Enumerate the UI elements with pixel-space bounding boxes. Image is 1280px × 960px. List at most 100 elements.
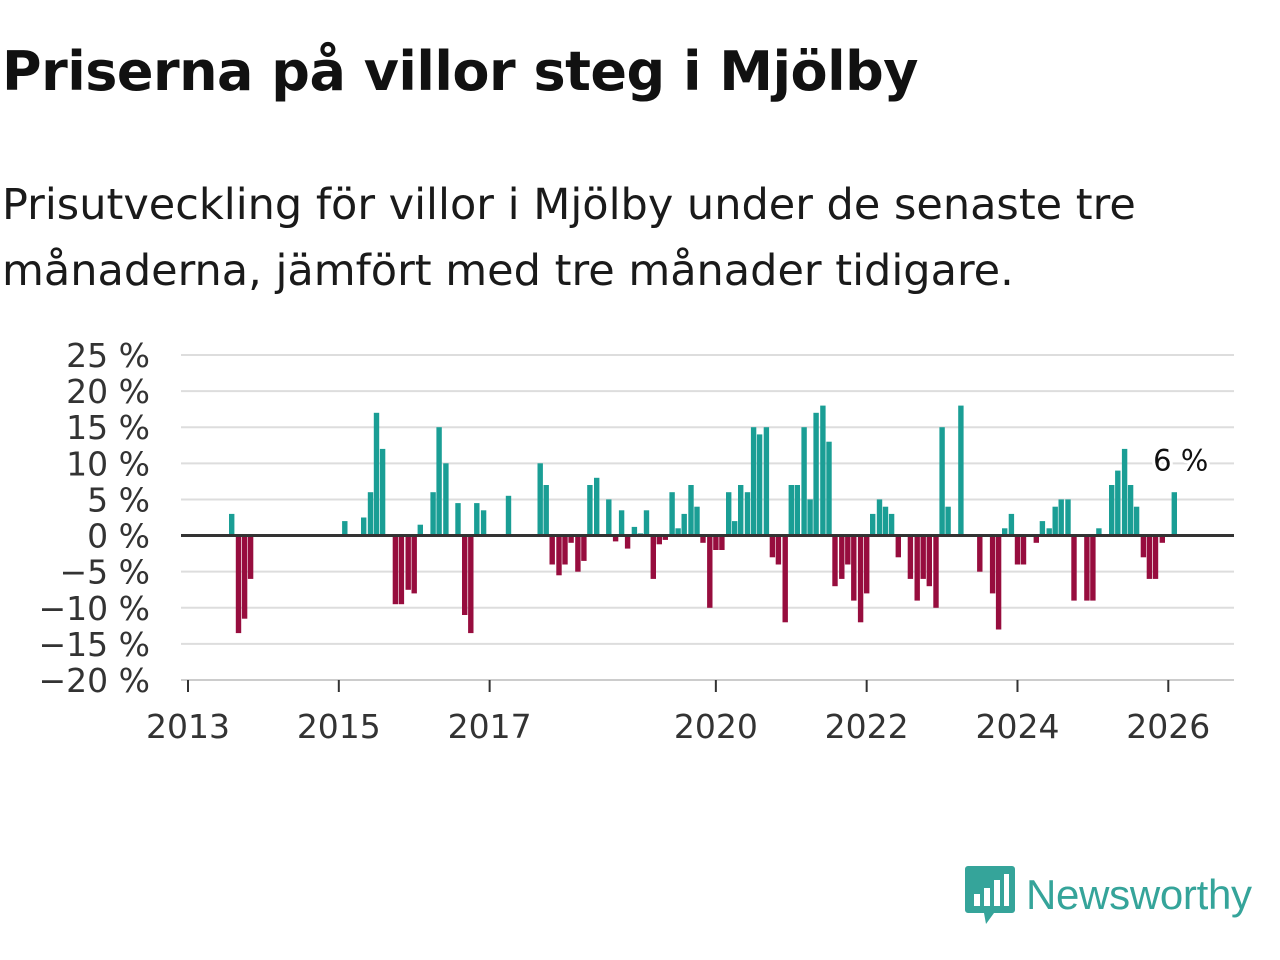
y-tick-label: −20 % xyxy=(39,661,151,700)
bar xyxy=(813,412,819,536)
bar xyxy=(1052,506,1058,536)
bar xyxy=(732,521,738,536)
bar xyxy=(587,485,593,536)
bar xyxy=(606,499,612,536)
bar xyxy=(1084,535,1090,601)
y-tick-label: 10 % xyxy=(66,444,150,483)
bar xyxy=(1046,528,1052,536)
chart-title: Priserna på villor steg i Mjölby xyxy=(2,40,919,103)
bar xyxy=(468,535,474,634)
bar xyxy=(1115,470,1121,536)
bar xyxy=(726,492,732,536)
bar xyxy=(1171,492,1177,536)
bar xyxy=(568,535,574,543)
bar xyxy=(543,485,549,536)
bar xyxy=(907,535,914,579)
bar xyxy=(958,405,964,536)
x-tick-label: 2026 xyxy=(1126,707,1210,746)
bar xyxy=(826,441,832,536)
bar xyxy=(575,535,581,572)
y-tick-label: 20 % xyxy=(66,372,150,411)
bar xyxy=(857,535,864,623)
bar xyxy=(851,535,857,601)
bar xyxy=(939,427,945,536)
brand-name: Newsworthy xyxy=(1026,871,1252,918)
bar xyxy=(775,535,782,565)
bar xyxy=(675,528,681,536)
bar xyxy=(688,485,694,536)
y-tick-label: 25 % xyxy=(66,336,150,375)
bar xyxy=(1133,506,1140,536)
bar xyxy=(462,535,468,615)
bar xyxy=(624,535,631,549)
y-tick-label: −5 % xyxy=(60,553,151,592)
bar xyxy=(361,517,367,536)
bar xyxy=(820,405,826,536)
y-tick-label: 15 % xyxy=(66,408,150,447)
bar xyxy=(750,427,757,536)
bar xyxy=(832,535,838,587)
bar xyxy=(882,506,889,536)
bar xyxy=(744,492,751,536)
bar xyxy=(738,485,744,536)
bar xyxy=(430,492,436,536)
chart-subtitle: Prisutveckling för villor i Mjölby under… xyxy=(2,180,1136,296)
bar xyxy=(681,513,687,536)
y-tick-label: 5 % xyxy=(87,480,150,519)
bar xyxy=(1039,521,1046,536)
y-tick-label: 0 % xyxy=(87,517,150,556)
bar xyxy=(1058,499,1064,536)
bar xyxy=(405,535,411,590)
gridlines xyxy=(181,354,1234,681)
bar xyxy=(1033,535,1039,543)
bar xyxy=(229,513,235,536)
bar xyxy=(801,427,807,536)
x-tick-label: 2013 xyxy=(146,707,230,746)
bar xyxy=(995,535,1002,630)
bar-chart-speech-icon xyxy=(965,866,1015,924)
bar xyxy=(1159,535,1165,543)
bar xyxy=(1014,535,1021,565)
bar xyxy=(713,535,719,550)
bar xyxy=(549,535,555,565)
bar xyxy=(845,535,851,565)
bar xyxy=(920,535,926,579)
bar xyxy=(480,510,487,536)
bars xyxy=(229,405,1177,634)
bar xyxy=(1146,535,1153,579)
bar xyxy=(694,506,700,536)
bar xyxy=(443,463,449,536)
bar xyxy=(1152,535,1159,579)
x-tick-label: 2020 xyxy=(674,707,758,746)
bar xyxy=(1096,528,1102,536)
bar xyxy=(1002,528,1008,536)
bar xyxy=(1090,535,1096,601)
bar xyxy=(700,535,706,543)
bar xyxy=(1008,513,1015,536)
bar xyxy=(241,535,248,619)
bar xyxy=(643,510,650,536)
bar-chart: 25 %20 %15 %10 %5 %0 %−5 %−10 %−15 %−20 … xyxy=(39,336,1234,746)
bar xyxy=(612,535,619,542)
bar xyxy=(455,503,461,536)
bar xyxy=(719,535,725,550)
bar xyxy=(977,535,983,572)
bar xyxy=(505,495,512,536)
bar xyxy=(669,492,675,536)
bar xyxy=(581,535,587,561)
bar xyxy=(392,535,399,605)
bar xyxy=(1020,535,1027,565)
bar xyxy=(474,503,480,536)
bar xyxy=(807,499,813,536)
bar xyxy=(914,535,920,601)
labels: 25 %20 %15 %10 %5 %0 %−5 %−10 %−15 %−20 … xyxy=(39,336,1212,746)
bar xyxy=(342,521,348,536)
bar xyxy=(1065,499,1071,536)
bar xyxy=(895,535,901,558)
x-tick-label: 2017 xyxy=(448,707,532,746)
axes xyxy=(181,534,1234,692)
bar xyxy=(788,485,794,536)
bar xyxy=(888,513,895,536)
bar xyxy=(662,535,668,540)
bar xyxy=(1127,485,1134,536)
